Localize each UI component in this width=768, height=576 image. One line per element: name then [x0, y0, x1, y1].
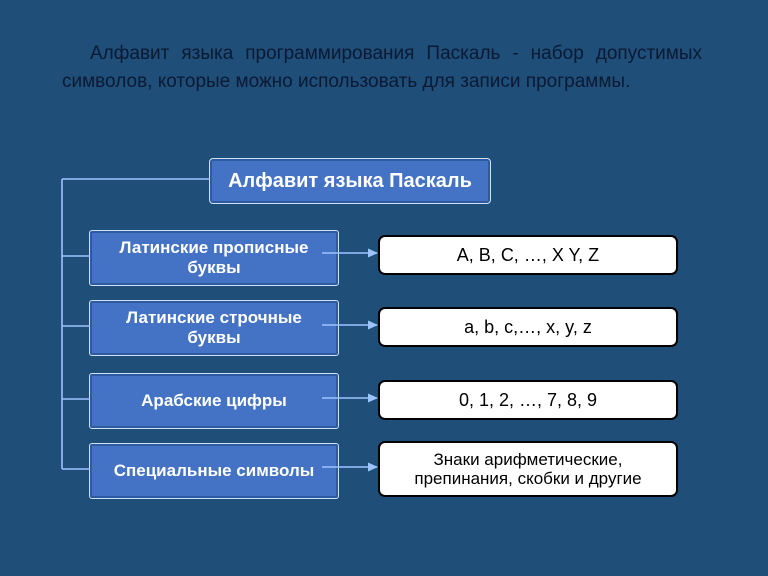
- category-digits: Арабские цифры: [90, 374, 338, 428]
- example-lowercase: a, b, c,…, x, y, z: [378, 307, 678, 347]
- category-label: Латинские строчные буквы: [98, 308, 330, 347]
- category-label: Специальные символы: [114, 461, 315, 481]
- example-label: 0, 1, 2, …, 7, 8, 9: [459, 390, 597, 410]
- example-digits: 0, 1, 2, …, 7, 8, 9: [378, 380, 678, 420]
- category-lowercase: Латинские строчные буквы: [90, 301, 338, 355]
- category-label: Латинские прописные буквы: [98, 238, 330, 277]
- main-node-label: Алфавит языка Паскаль: [228, 170, 472, 193]
- category-uppercase: Латинские прописные буквы: [90, 231, 338, 285]
- slide: Алфавит языка программирования Паскаль -…: [0, 0, 768, 576]
- category-special: Специальные символы: [90, 444, 338, 498]
- example-uppercase: A, B, C, …, X Y, Z: [378, 235, 678, 275]
- main-node: Алфавит языка Паскаль: [210, 159, 490, 203]
- category-label: Арабские цифры: [141, 391, 287, 411]
- example-label: A, B, C, …, X Y, Z: [457, 245, 599, 265]
- intro-text: Алфавит языка программирования Паскаль -…: [62, 40, 702, 95]
- example-special: Знаки арифметические, препинания, скобки…: [378, 441, 678, 497]
- example-label: Знаки арифметические, препинания, скобки…: [388, 450, 668, 488]
- example-label: a, b, c,…, x, y, z: [464, 317, 592, 337]
